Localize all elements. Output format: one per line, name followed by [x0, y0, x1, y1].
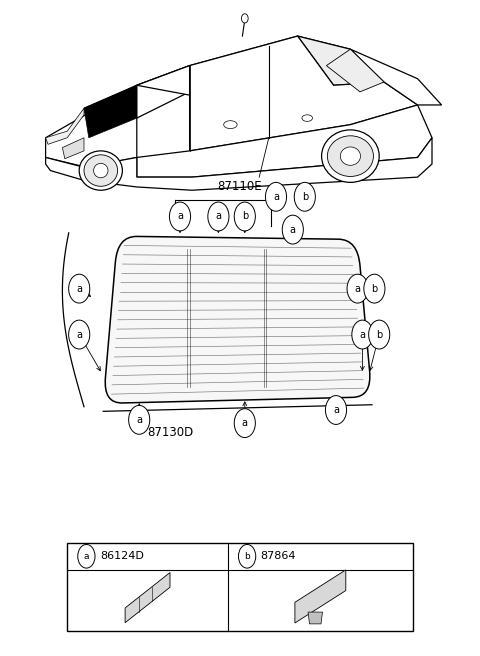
Text: b: b	[371, 283, 378, 294]
Circle shape	[352, 320, 373, 349]
Text: b: b	[376, 329, 383, 340]
Polygon shape	[46, 85, 137, 167]
Polygon shape	[350, 49, 442, 105]
Text: a: a	[273, 192, 279, 202]
Text: 87864: 87864	[261, 551, 296, 562]
Circle shape	[241, 14, 248, 23]
Ellipse shape	[327, 136, 373, 176]
Ellipse shape	[79, 151, 122, 190]
Text: a: a	[177, 211, 183, 222]
Text: a: a	[355, 283, 360, 294]
Circle shape	[234, 409, 255, 438]
Bar	[67, 543, 413, 631]
Text: b: b	[301, 192, 308, 202]
Circle shape	[239, 544, 256, 568]
Circle shape	[265, 182, 287, 211]
Text: a: a	[84, 552, 89, 561]
Text: a: a	[290, 224, 296, 235]
Text: a: a	[242, 418, 248, 428]
Ellipse shape	[94, 163, 108, 178]
Text: a: a	[76, 329, 82, 340]
Circle shape	[69, 320, 90, 349]
Ellipse shape	[224, 121, 237, 129]
Polygon shape	[190, 36, 418, 151]
Polygon shape	[295, 570, 346, 623]
Text: a: a	[333, 405, 339, 415]
Circle shape	[234, 202, 255, 231]
Circle shape	[78, 544, 95, 568]
Text: a: a	[360, 329, 365, 340]
Polygon shape	[308, 612, 323, 624]
Circle shape	[169, 202, 191, 231]
Polygon shape	[84, 66, 190, 108]
Polygon shape	[84, 138, 432, 190]
PathPatch shape	[105, 236, 370, 403]
Polygon shape	[326, 49, 384, 92]
Text: a: a	[216, 211, 221, 222]
Circle shape	[208, 202, 229, 231]
Text: 86124D: 86124D	[100, 551, 144, 562]
Circle shape	[294, 182, 315, 211]
Ellipse shape	[340, 147, 360, 165]
Polygon shape	[62, 138, 84, 159]
Circle shape	[369, 320, 390, 349]
Polygon shape	[137, 66, 190, 118]
Polygon shape	[84, 85, 137, 138]
Circle shape	[325, 396, 347, 424]
Polygon shape	[46, 108, 84, 144]
Ellipse shape	[84, 155, 118, 186]
Circle shape	[347, 274, 368, 303]
Ellipse shape	[322, 130, 379, 182]
Text: b: b	[241, 211, 248, 222]
Circle shape	[69, 274, 90, 303]
Circle shape	[364, 274, 385, 303]
Polygon shape	[137, 105, 432, 177]
Text: a: a	[76, 283, 82, 294]
Ellipse shape	[302, 115, 312, 121]
Text: a: a	[136, 415, 142, 425]
Polygon shape	[298, 36, 384, 85]
Text: 87130D: 87130D	[147, 426, 193, 440]
Circle shape	[129, 405, 150, 434]
Polygon shape	[46, 157, 84, 180]
Circle shape	[282, 215, 303, 244]
Text: b: b	[244, 552, 250, 561]
Polygon shape	[137, 36, 350, 95]
Text: 87110E: 87110E	[218, 180, 262, 194]
Polygon shape	[125, 573, 170, 623]
